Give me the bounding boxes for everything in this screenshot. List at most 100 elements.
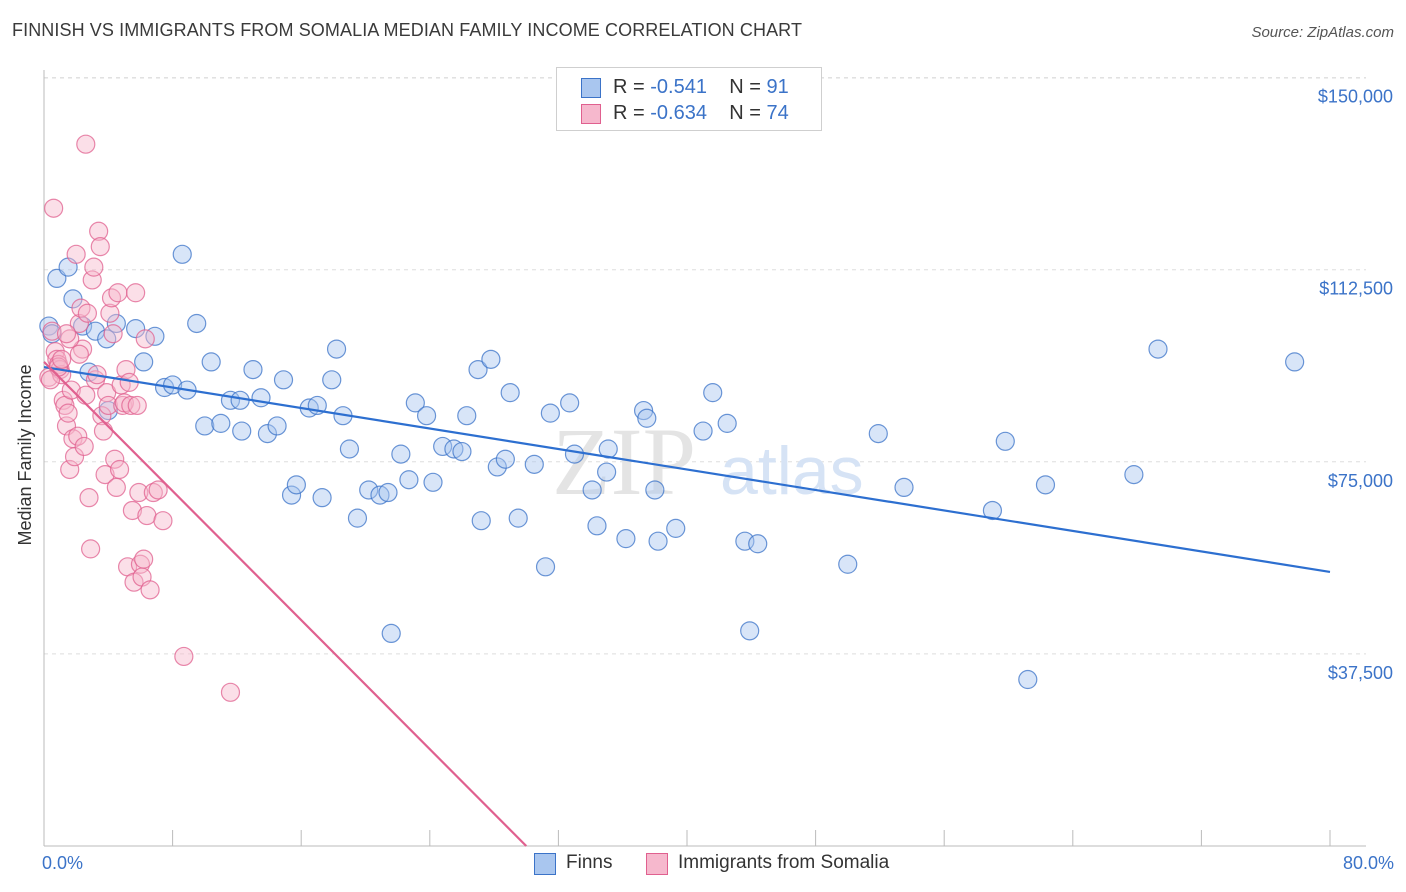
source-credit: Source: ZipAtlas.com [1251,24,1394,41]
finns-trend-line [43,365,1331,574]
finns-point [633,400,654,421]
somalia-point [77,303,98,323]
y-tick-label: $112,500 [1319,279,1393,299]
x-tick-label-max: 80.0% [1343,853,1394,873]
somalia-point [92,406,112,426]
y-tick-label: $150,000 [1318,87,1393,107]
finns-point [251,388,271,408]
somalia-point [60,329,80,349]
finns-point [257,424,278,444]
bottom-finns-label: Finns [566,852,613,873]
somalia-point [93,421,114,441]
gridlines [44,77,1366,655]
finns-point [495,449,515,469]
finns-points [39,244,1305,690]
somalia-point [116,359,136,380]
legend-finns-r: -0.541 [650,76,707,98]
watermark-zip: ZIP [552,408,696,515]
finns-point [535,557,556,577]
finns-point [868,424,888,444]
finns-point [740,621,760,641]
finns-point [359,480,379,500]
finns-point [452,441,472,462]
legend-somalia-text: R = -0.634 N = 74 [613,102,789,125]
somalia-point [220,682,241,702]
somalia-point [72,339,93,359]
somalia-point [174,646,194,667]
bottom-somalia-swatch [646,853,668,875]
somalia-point [134,549,154,569]
somalia-point [79,488,99,508]
finns-point [39,316,59,336]
finns-point [423,472,443,492]
watermark-atlas: atlas [720,433,864,509]
somalia-point [71,298,91,318]
legend-somalia-n: 74 [766,102,789,124]
somalia-trend-line [43,361,528,847]
y-axis-title: Median Family Income [15,364,35,545]
y-tick-labels: $37,500 $75,000 $112,500 $150,000 [1318,87,1393,683]
finns-point [433,436,453,457]
somalia-point [56,324,77,344]
somalia-point [66,244,86,264]
somalia-point [74,436,94,457]
finns-point [326,339,347,359]
finns-point [405,393,425,413]
somalia-point [90,237,110,257]
somalia-point [121,395,141,416]
somalia-point [122,500,143,521]
finns-point [195,416,215,436]
legend-somalia-r-label: R = [613,102,651,124]
finns-point [391,444,411,464]
finns-point [1285,352,1305,372]
finns-point [457,406,477,426]
legend-somalia-n-label: N = [729,102,767,124]
finns-point [106,313,126,334]
somalia-point [64,447,85,467]
finns-point [693,421,713,441]
somalia-point [69,344,89,364]
finns-point [471,511,491,531]
finns-point [995,431,1015,451]
somalia-point [153,511,173,531]
finns-point [347,508,368,528]
somalia-point [81,539,101,559]
somalia-point [126,283,146,303]
chart-title: FINNISH VS IMMIGRANTS FROM SOMALIA MEDIA… [12,20,803,40]
legend-finns-text: R = -0.541 N = 91 [613,76,789,99]
finns-point [286,475,306,495]
somalia-point [76,385,96,405]
finns-point [748,534,768,554]
somalia-point [69,313,89,334]
finns-point [243,359,263,380]
somalia-point [60,459,80,480]
finns-point [201,352,221,372]
finns-point [134,352,154,372]
finns-point [378,482,398,503]
somalia-point [98,395,118,416]
somalia-point [105,449,125,469]
finns-point [560,393,580,413]
somalia-point [135,329,155,349]
bottom-somalia-label: Immigrants from Somalia [678,852,890,873]
somalia-swatch [581,104,601,124]
finns-swatch [581,78,601,98]
bottom-finns-swatch [534,853,556,875]
legend-finns-n: 91 [766,76,789,98]
y-tick-label: $37,500 [1328,663,1393,683]
somalia-point [100,303,120,323]
finns-point [894,477,914,498]
finns-point [381,623,401,644]
somalia-point [108,283,128,303]
trend-lines [43,361,1331,847]
somalia-point [76,134,96,154]
finns-point [339,439,360,459]
finns-point [645,480,665,500]
somalia-point [129,482,149,503]
somalia-point [42,321,62,341]
finns-point [399,470,419,490]
finns-point [322,370,342,390]
y-tick-label: $75,000 [1328,471,1393,491]
x-ticks [43,830,1331,846]
